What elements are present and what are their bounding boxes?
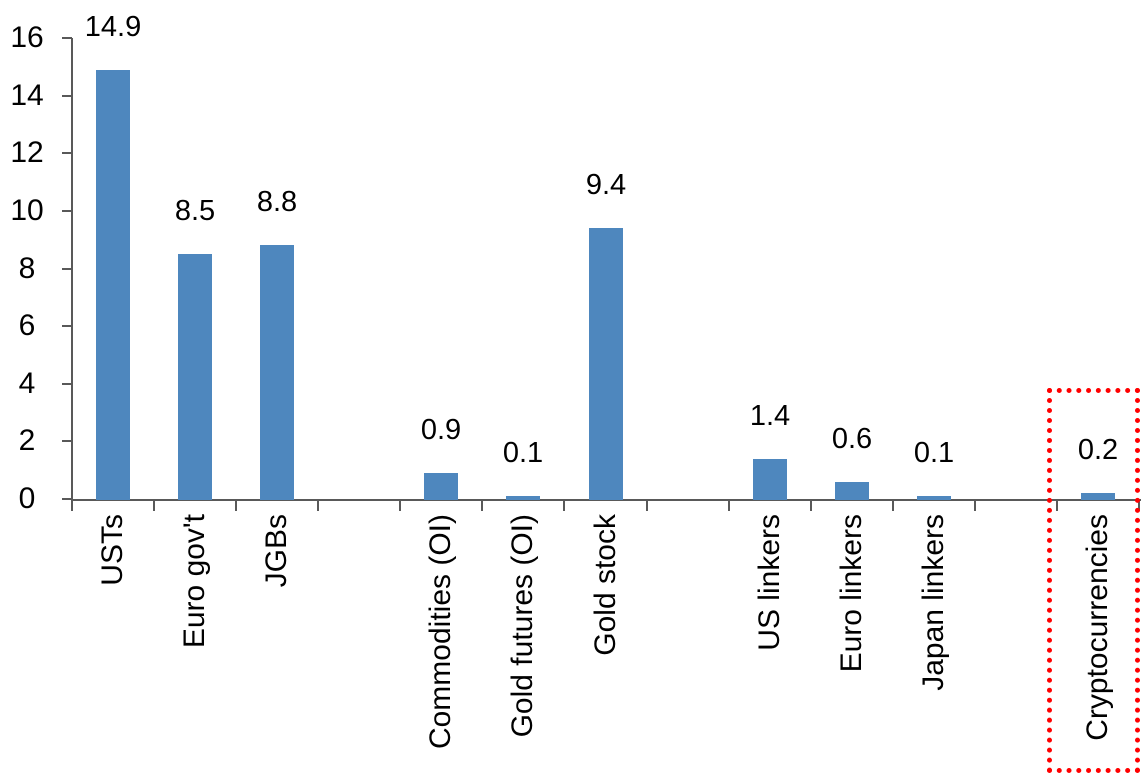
y-tick <box>62 498 72 500</box>
y-axis-line <box>71 38 73 511</box>
value-label-japan-linkers: 0.1 <box>913 437 955 469</box>
bar-us-linkers <box>753 459 787 500</box>
category-label-gold-stock: Gold stock <box>589 514 622 656</box>
y-axis-tick-label: 8 <box>18 252 36 285</box>
x-tick <box>563 501 565 511</box>
category-label-gold-futures-oi: Gold futures (OI) <box>506 514 539 738</box>
y-axis-tick-label: 14 <box>10 79 44 112</box>
value-label-jgbs: 8.8 <box>256 186 298 218</box>
value-label-us-linkers: 1.4 <box>749 400 791 432</box>
x-tick <box>646 501 648 511</box>
y-axis-tick-label: 10 <box>10 194 44 227</box>
bar-japan-linkers <box>917 496 951 500</box>
category-label-us-linkers: US linkers <box>753 514 786 651</box>
x-tick <box>974 501 976 511</box>
bar-gold-stock <box>589 228 623 500</box>
x-tick <box>235 501 237 511</box>
category-label-commodities-oi: Commodities (OI) <box>424 514 457 750</box>
x-tick <box>728 501 730 511</box>
bar-cryptocurrencies <box>1081 493 1115 500</box>
x-tick <box>399 501 401 511</box>
value-label-euro-gov-t: 8.5 <box>174 195 216 227</box>
x-tick <box>153 501 155 511</box>
y-tick <box>62 383 72 385</box>
y-tick <box>62 210 72 212</box>
x-tick <box>1056 501 1058 511</box>
category-label-jgbs: JGBs <box>260 514 293 588</box>
bar-jgbs <box>260 245 294 500</box>
bar-gold-futures-oi <box>506 496 540 500</box>
x-tick <box>317 501 319 511</box>
bar-euro-gov-t <box>178 254 212 500</box>
y-tick <box>62 440 72 442</box>
y-axis-tick-label: 2 <box>18 424 36 457</box>
x-axis-line <box>72 499 1141 501</box>
y-tick <box>62 152 72 154</box>
value-label-cryptocurrencies: 0.2 <box>1077 434 1119 466</box>
x-tick <box>481 501 483 511</box>
value-label-gold-stock: 9.4 <box>585 169 627 201</box>
category-label-euro-gov-t: Euro gov't <box>178 514 211 649</box>
bar-usts <box>96 70 130 500</box>
y-axis-tick-label: 16 <box>10 21 44 54</box>
y-tick <box>62 325 72 327</box>
value-label-usts: 14.9 <box>84 11 142 43</box>
y-axis-tick-label: 12 <box>10 136 44 169</box>
bar-euro-linkers <box>835 482 869 500</box>
y-tick <box>62 37 72 39</box>
highlight-box <box>1047 388 1140 773</box>
category-label-japan-linkers: Japan linkers <box>917 514 950 691</box>
value-label-euro-linkers: 0.6 <box>831 423 873 455</box>
category-label-euro-linkers: Euro linkers <box>835 514 868 673</box>
x-tick <box>71 501 73 511</box>
x-tick <box>810 501 812 511</box>
value-label-gold-futures-oi: 0.1 <box>502 437 544 469</box>
category-label-usts: USTs <box>96 514 129 586</box>
value-label-commodities-oi: 0.9 <box>420 414 462 446</box>
y-axis-tick-label: 6 <box>18 309 36 342</box>
bar-commodities-oi <box>424 473 458 500</box>
y-axis-tick-label: 0 <box>18 482 36 515</box>
y-axis-tick-label: 4 <box>18 367 36 400</box>
y-tick <box>62 268 72 270</box>
x-tick <box>892 501 894 511</box>
y-tick <box>62 95 72 97</box>
